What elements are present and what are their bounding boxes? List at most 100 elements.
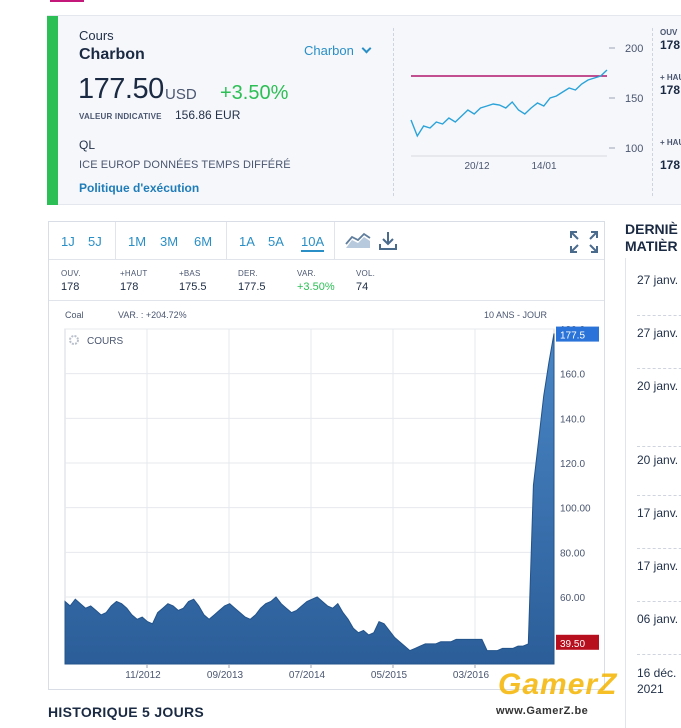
price-change: +3.50% xyxy=(220,82,289,104)
indicative-value: 156.86 EUR xyxy=(175,108,241,122)
trend-indicator-bar xyxy=(47,16,58,205)
news-date[interactable]: 16 déc. 2021 xyxy=(637,666,677,696)
period-button-5a[interactable]: 5A xyxy=(268,234,284,249)
chart-instrument-label: Coal xyxy=(65,310,84,320)
mini-x-tick-label: 14/01 xyxy=(531,161,556,172)
period-button-10a[interactable]: 10A xyxy=(301,234,325,252)
download-icon[interactable] xyxy=(377,230,399,252)
side-stat-value: 178 xyxy=(660,38,681,52)
news-list: 27 janv. 27 janv. 20 janv. 20 janv. 17 j… xyxy=(625,258,681,728)
x-tick-label: 07/2014 xyxy=(289,670,326,681)
stat-label: VAR. xyxy=(297,269,316,278)
x-tick-label: 09/2013 xyxy=(207,670,244,681)
quote-label: Cours xyxy=(79,28,114,43)
area-chart-icon[interactable] xyxy=(345,232,371,250)
legend-label: COURS xyxy=(87,336,123,347)
news-separator xyxy=(637,446,681,447)
low-price-tag-label: 39.50 xyxy=(560,639,585,650)
instrument-name: Charbon xyxy=(79,46,145,63)
watermark-text: GamerZ xyxy=(498,668,618,701)
mini-price-line xyxy=(410,69,608,138)
period-button-1m[interactable]: 1M xyxy=(128,234,147,249)
period-button-1a[interactable]: 1A xyxy=(239,234,255,249)
news-separator xyxy=(637,368,681,369)
side-stat-label: OUV xyxy=(660,28,678,37)
toolbar-separator xyxy=(334,222,335,260)
stat-low: +BAS 175.5 xyxy=(179,269,207,293)
news-date[interactable]: 27 janv. xyxy=(637,326,679,340)
side-stat-value: 178 xyxy=(660,158,681,172)
news-date[interactable]: 06 janv. xyxy=(637,612,679,626)
mini-y-tick-label: 200 xyxy=(625,43,643,55)
toolbar-separator xyxy=(226,222,227,260)
top-accent-bar xyxy=(50,0,84,2)
instrument-selector[interactable]: Charbon xyxy=(304,43,372,58)
stat-label: VOL. xyxy=(356,269,376,278)
y-tick-label: 80.00 xyxy=(560,548,585,559)
gear-icon xyxy=(69,335,79,345)
stat-label: OUV. xyxy=(61,269,81,278)
price-area-series xyxy=(64,333,555,665)
latest-news-title-line1: DERNIÈ xyxy=(625,221,678,237)
y-tick-label: 140.0 xyxy=(560,414,585,425)
last-price-tag-label: 177.5 xyxy=(560,331,585,342)
ticker-symbol: QL xyxy=(79,138,96,152)
period-button-5j[interactable]: 5J xyxy=(88,234,102,249)
news-date[interactable]: 17 janv. xyxy=(637,506,679,520)
stat-label: +HAUT xyxy=(120,269,148,278)
chart-toolbar: 1J 5J 1M 3M 6M 1A 5A 10A xyxy=(49,222,604,260)
news-date[interactable]: 20 janv. xyxy=(637,379,679,393)
y-tick-label: 60.00 xyxy=(560,593,585,604)
chart-area[interactable]: Coal VAR. : +204.72% 10 ANS - JOUR 180.0… xyxy=(49,302,604,689)
stat-variation: VAR. +3.50% xyxy=(297,269,335,293)
execution-policy-link[interactable]: Politique d'exécution xyxy=(79,181,200,195)
news-separator xyxy=(637,315,681,316)
news-separator xyxy=(637,548,681,549)
mini-price-chart: 200 150 100 20/12 14/01 xyxy=(410,43,643,172)
period-button-3m[interactable]: 3M xyxy=(160,234,179,249)
stat-value: +3.50% xyxy=(297,281,335,293)
x-tick-label: 05/2015 xyxy=(371,670,408,681)
news-separator xyxy=(637,601,681,602)
stat-value: 177.5 xyxy=(238,281,266,293)
stat-value: 175.5 xyxy=(179,281,207,293)
last-price: 177.50 xyxy=(78,73,164,105)
latest-news-title: DERNIÈ MATIÈR xyxy=(625,221,678,255)
price-chart-widget: 1J 5J 1M 3M 6M 1A 5A 10A OUV. 178 xyxy=(48,221,605,690)
chart-variation-label: VAR. : +204.72% xyxy=(118,310,187,320)
latest-news-title-line2: MATIÈR xyxy=(625,238,678,254)
stat-last: DER. 177.5 xyxy=(238,269,266,293)
low-price-tag xyxy=(556,634,599,650)
news-separator xyxy=(637,654,681,655)
instrument-selector-label: Charbon xyxy=(304,43,354,58)
divider xyxy=(393,28,394,196)
x-tick-label: 03/2016 xyxy=(453,670,490,681)
news-date[interactable]: 17 janv. xyxy=(637,559,679,573)
chart-range-label: 10 ANS - JOUR xyxy=(484,310,548,320)
mini-x-tick-label: 20/12 xyxy=(464,161,489,172)
fullscreen-icon[interactable] xyxy=(569,230,599,254)
y-tick-label: 160.0 xyxy=(560,370,585,381)
history-section-title: HISTORIQUE 5 JOURS xyxy=(48,704,205,720)
main-price-chart: 180.0160.0140.0120.0100.0080.0060.00COUR… xyxy=(64,325,599,681)
period-button-6m[interactable]: 6M xyxy=(194,234,213,249)
divider xyxy=(652,28,653,196)
legend-box xyxy=(67,331,137,349)
period-button-1j[interactable]: 1J xyxy=(61,234,75,249)
stat-open: OUV. 178 xyxy=(61,269,81,293)
last-price-tag xyxy=(556,326,599,342)
indicative-value-label: VALEUR INDICATIVE xyxy=(79,112,162,121)
mini-y-tick-label: 150 xyxy=(625,93,643,105)
y-tick-label: 100.00 xyxy=(560,504,591,515)
stat-volume: VOL. 74 xyxy=(356,269,375,293)
data-source: ICE EUROP DONNÉES TEMPS DIFFÉRÉ xyxy=(79,159,291,171)
watermark-url: www.GamerZ.be xyxy=(496,705,589,717)
mini-y-tick-label: 100 xyxy=(625,143,643,155)
news-date[interactable]: 20 janv. xyxy=(637,453,679,467)
stat-high: +HAUT 178 xyxy=(120,269,147,293)
side-stat-label: + HAU MOY xyxy=(660,138,681,147)
stats-row: OUV. 178 +HAUT 178 +BAS 175.5 DER. 177.5… xyxy=(49,261,604,301)
news-date[interactable]: 27 janv. xyxy=(637,273,679,287)
toolbar-separator xyxy=(115,222,116,260)
stat-value: 178 xyxy=(61,281,80,293)
